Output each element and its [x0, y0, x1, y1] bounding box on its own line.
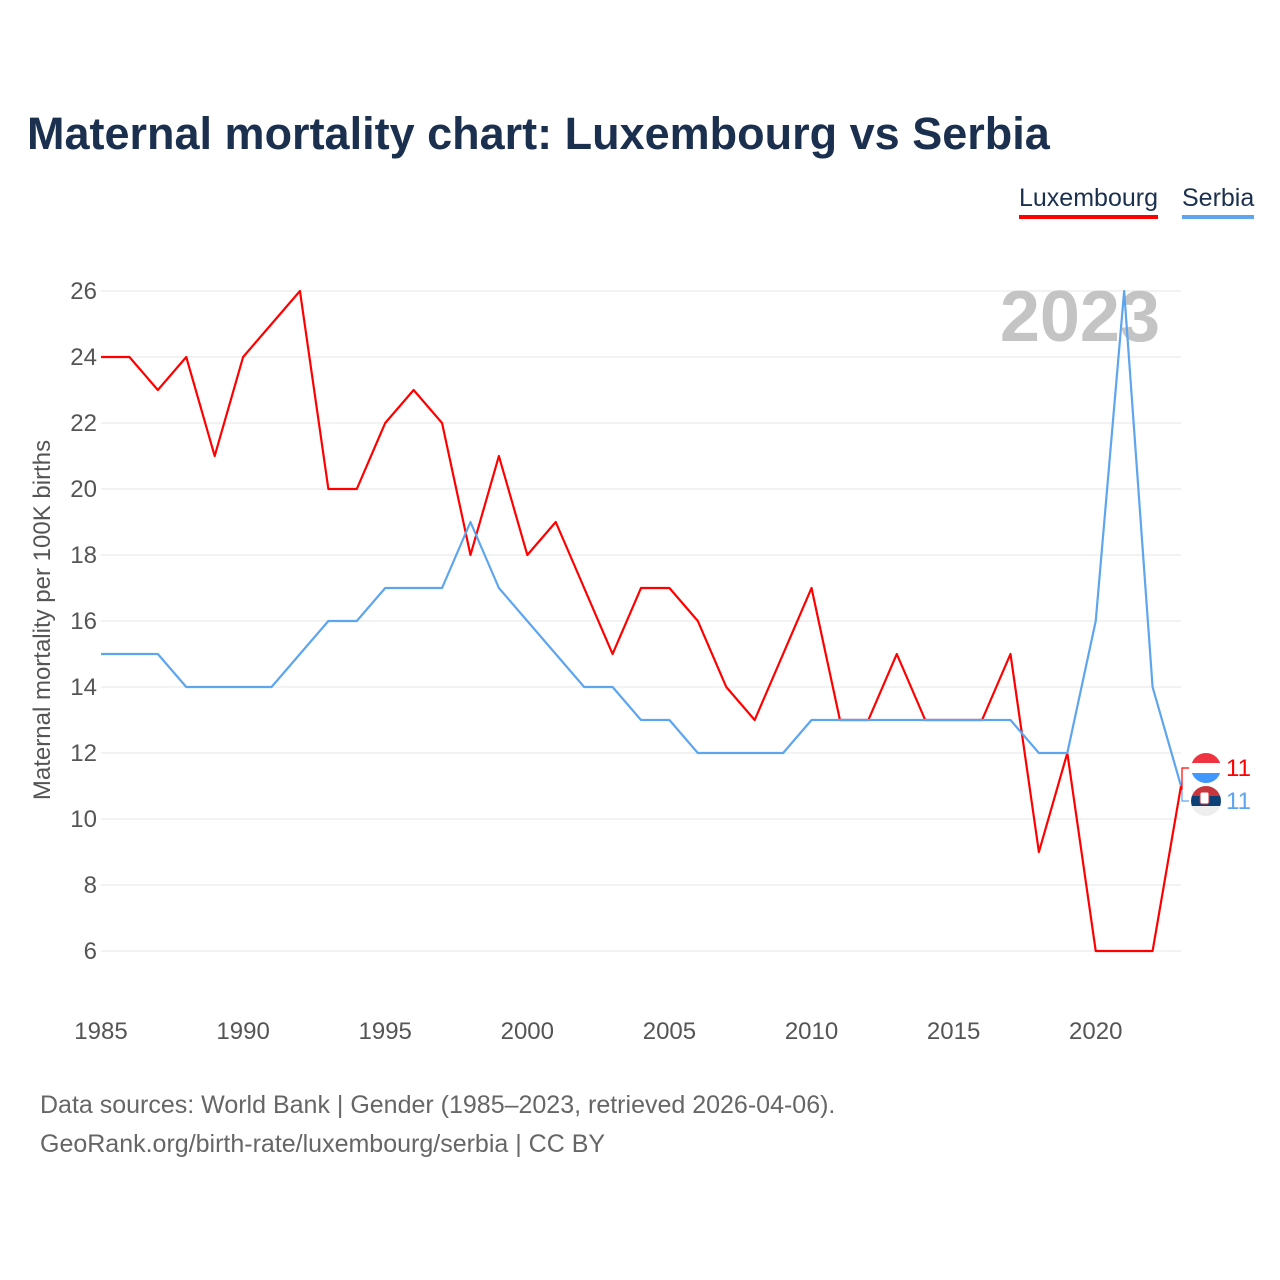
attribution-link[interactable]: GeoRank.org/birth-rate/luxembourg/serbia…	[40, 1130, 606, 1158]
legend-serbia[interactable]: Serbia	[1182, 184, 1255, 219]
x-tick-label: 2015	[927, 1018, 980, 1045]
luxembourg-flag-icon	[1191, 753, 1221, 783]
y-tick-label: 6	[84, 938, 97, 965]
y-tick-label: 8	[84, 872, 97, 899]
end-value-label-luxembourg: 11	[1226, 755, 1251, 782]
end-value-label-serbia: 11	[1226, 788, 1251, 815]
legend-luxembourg[interactable]: Luxembourg	[1019, 184, 1158, 219]
y-axis-label: Maternal mortality per 100K births	[29, 440, 56, 800]
series-line-serbia	[101, 289, 1183, 787]
x-tick-label: 2020	[1069, 1018, 1122, 1045]
footer: Data sources: World Bank | Gender (1985–…	[40, 1086, 835, 1164]
y-tick-label: 20	[70, 476, 97, 503]
x-tick-label: 1985	[74, 1018, 127, 1045]
x-tick-label: 1990	[216, 1018, 269, 1045]
x-tick-label: 2000	[501, 1018, 554, 1045]
series-line-luxembourg	[101, 289, 1183, 953]
y-tick-label: 16	[70, 608, 97, 635]
chart-title: Maternal mortality chart: Luxembourg vs …	[27, 108, 1050, 159]
y-tick-label: 18	[70, 542, 97, 569]
x-tick-label: 1995	[359, 1018, 412, 1045]
y-tick-label: 14	[70, 674, 97, 701]
y-tick-label: 22	[70, 410, 97, 437]
y-tick-label: 24	[70, 344, 97, 371]
y-tick-label: 26	[70, 278, 97, 305]
end-connector	[1181, 790, 1189, 802]
x-tick-label: 2005	[643, 1018, 696, 1045]
y-tick-label: 12	[70, 740, 97, 767]
x-tick-label: 2010	[785, 1018, 838, 1045]
y-tick-label: 10	[70, 806, 97, 833]
current-year-label: 2023	[1000, 277, 1160, 357]
serbia-flag-icon	[1191, 786, 1221, 816]
source-note: Data sources: World Bank | Gender (1985–…	[40, 1091, 836, 1119]
end-connector	[1181, 767, 1189, 790]
